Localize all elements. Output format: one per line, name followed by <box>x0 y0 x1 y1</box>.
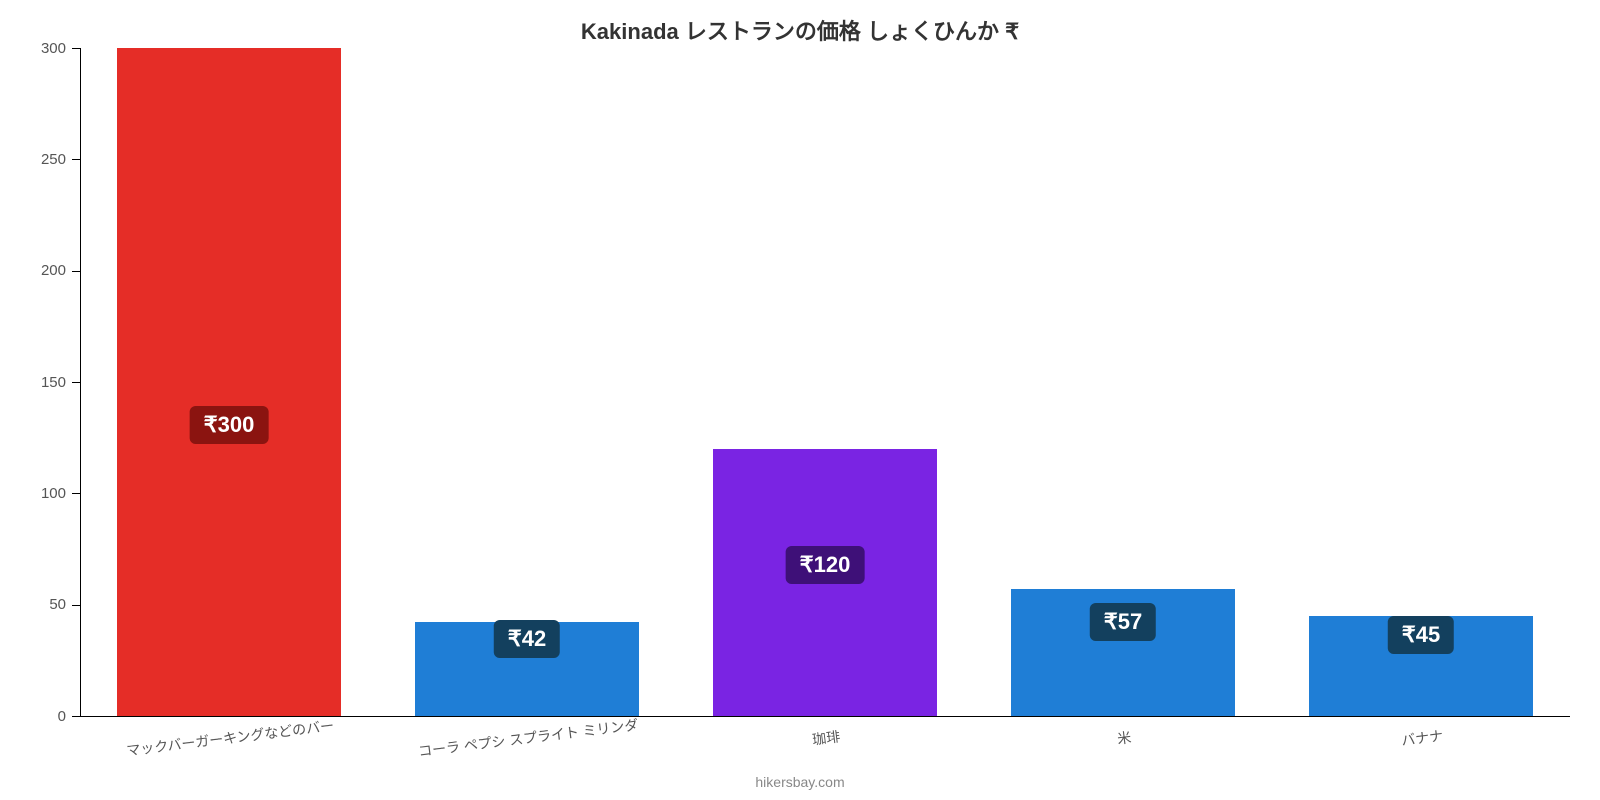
value-badge: ₹300 <box>190 406 269 444</box>
y-tick-label: 250 <box>6 151 66 168</box>
category-label: バナナ <box>1400 725 1444 750</box>
y-tick <box>72 271 80 272</box>
x-axis-line <box>80 716 1570 717</box>
value-badge: ₹45 <box>1388 616 1454 654</box>
y-tick <box>72 493 80 494</box>
category-label: 米 <box>1116 727 1132 749</box>
y-tick-label: 50 <box>6 596 66 613</box>
y-tick-label: 150 <box>6 374 66 391</box>
y-tick-label: 200 <box>6 262 66 279</box>
y-axis-line <box>80 48 81 716</box>
category-label: コーラ ペプシ スプライト ミリンダ <box>417 714 639 761</box>
y-tick-label: 300 <box>6 40 66 57</box>
y-tick-label: 0 <box>6 708 66 725</box>
plot-area: 050100150200250300₹300マックバーガーキングなどのバー₹42… <box>80 48 1570 716</box>
category-label: マックバーガーキングなどのバー <box>125 715 335 760</box>
category-label: 珈琲 <box>811 726 841 749</box>
bar <box>117 48 341 716</box>
y-tick <box>72 605 80 606</box>
value-badge: ₹120 <box>786 546 865 584</box>
value-badge: ₹57 <box>1090 603 1156 641</box>
price-bar-chart: Kakinada レストランの価格 しょくひんか ₹ 0501001502002… <box>0 0 1600 800</box>
y-tick <box>72 159 80 160</box>
chart-title: Kakinada レストランの価格 しょくひんか ₹ <box>0 14 1600 46</box>
value-badge: ₹42 <box>494 620 560 658</box>
y-tick <box>72 382 80 383</box>
chart-credit: hikersbay.com <box>0 774 1600 790</box>
y-tick-label: 100 <box>6 485 66 502</box>
y-tick <box>72 48 80 49</box>
y-tick <box>72 716 80 717</box>
